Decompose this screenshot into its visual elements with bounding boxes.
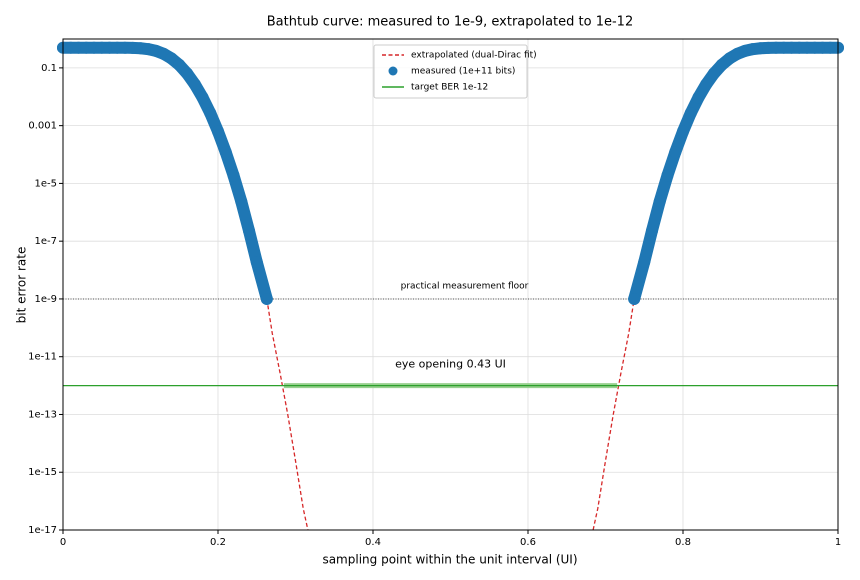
point — [260, 292, 273, 305]
legend-label: extrapolated (dual-Dirac fit) — [411, 51, 537, 61]
y-tick-label: 0.1 — [41, 63, 57, 74]
y-tick-label: 1e-7 — [35, 236, 58, 247]
point — [196, 91, 209, 104]
y-tick-label: 1e-5 — [35, 178, 58, 189]
x-tick-label: 0 — [60, 537, 66, 548]
point — [212, 125, 224, 138]
point — [646, 224, 658, 237]
y-tick-label: 0.001 — [28, 121, 57, 132]
y-tick-label: 1e-17 — [28, 525, 57, 536]
y-tick-label: 1e-9 — [35, 294, 58, 305]
y-tick-label: 1e-13 — [28, 409, 57, 420]
point — [204, 107, 217, 120]
point — [700, 78, 713, 91]
y-axis-label: bit error rate — [15, 247, 29, 324]
legend-label: measured (1e+11 bits) — [411, 67, 515, 77]
legend-box — [373, 44, 528, 99]
point — [628, 292, 641, 305]
point — [188, 78, 201, 91]
x-tick-label: 0.2 — [210, 537, 226, 548]
point — [677, 125, 689, 138]
point — [227, 169, 240, 182]
point — [219, 146, 232, 159]
line — [592, 298, 635, 531]
point — [173, 58, 186, 71]
x-tick-label: 0.8 — [675, 537, 691, 548]
point — [250, 256, 263, 269]
floor-label: practical measurement floor — [401, 281, 529, 291]
point — [669, 146, 682, 159]
legend-marker — [388, 66, 398, 76]
point — [181, 67, 193, 80]
y-tick-label: 1e-11 — [28, 352, 57, 363]
y-tick-label: 1e-15 — [28, 467, 57, 478]
x-tick-label: 0.6 — [520, 537, 536, 548]
point — [235, 195, 248, 208]
legend-label: target BER 1e-12 — [411, 83, 488, 93]
point — [243, 224, 255, 237]
point — [638, 256, 651, 269]
legend: extrapolated (dual-Dirac fit) measured (1… — [373, 44, 537, 99]
x-tick-label: 1 — [835, 537, 841, 548]
x-tick-label: 0.4 — [365, 537, 381, 548]
point — [653, 195, 666, 208]
line — [266, 298, 309, 531]
point — [692, 91, 705, 104]
chart-title: Bathtub curve: measured to 1e-9, extrapo… — [267, 15, 633, 30]
point — [661, 169, 674, 182]
x-axis-label: sampling point within the unit interval … — [322, 553, 577, 567]
plot-frame — [62, 38, 839, 531]
point — [684, 107, 697, 120]
point — [708, 67, 720, 80]
eye-opening-label: eye opening 0.43 UI — [395, 358, 506, 371]
